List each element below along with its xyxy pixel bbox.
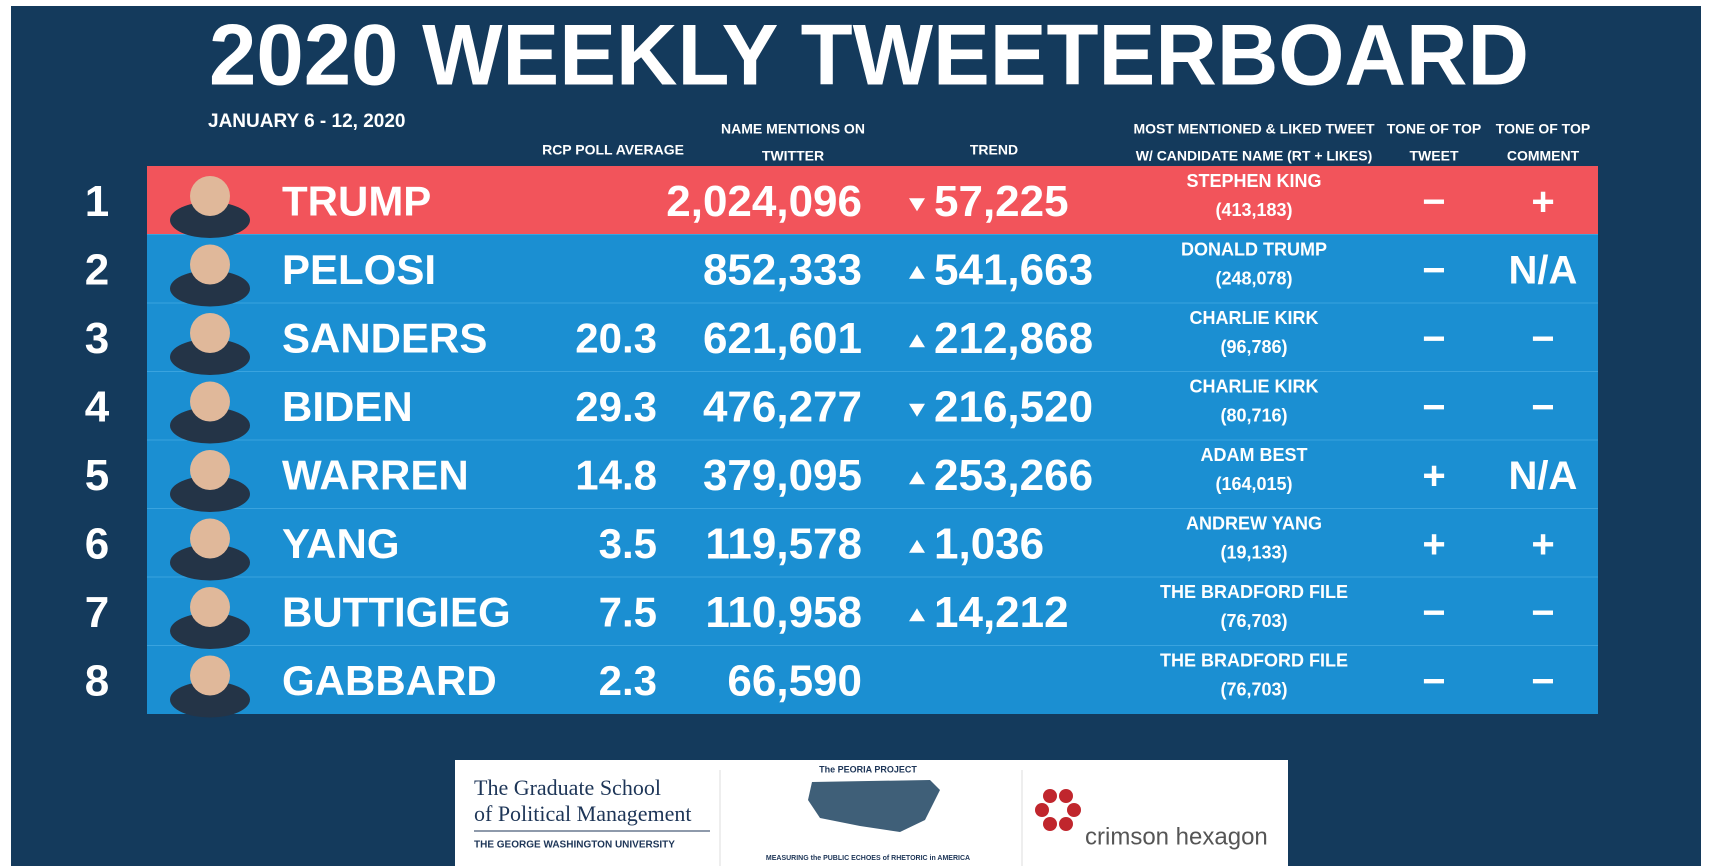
gspm-logo: The Graduate School <box>474 775 661 800</box>
candidate-photo <box>190 245 230 285</box>
tone-tweet: − <box>1422 248 1445 292</box>
candidate-photo <box>190 656 230 696</box>
tweet-count: (96,786) <box>1220 337 1287 357</box>
tweet-count: (248,078) <box>1215 268 1292 288</box>
tone-comment: − <box>1531 317 1554 361</box>
trend-value: 212,868 <box>934 314 1093 363</box>
trend-value: 1,036 <box>934 519 1044 568</box>
candidate-name: BUTTIGIEG <box>282 588 511 635</box>
rank: 6 <box>85 519 109 568</box>
date: JANUARY 6 - 12, 2020 <box>208 111 406 132</box>
candidate-name: YANG <box>282 520 400 567</box>
tone-tweet: + <box>1422 454 1445 498</box>
candidate-name: TRUMP <box>282 177 431 224</box>
candidate-photo <box>190 382 230 422</box>
tone-comment: + <box>1531 180 1554 224</box>
poll-average: 14.8 <box>575 451 657 498</box>
gspm-logo: of Political Management <box>474 801 692 826</box>
candidate-photo <box>190 587 230 627</box>
gwu-logo: THE GEORGE WASHINGTON UNIVERSITY <box>474 840 675 851</box>
rank: 3 <box>85 314 109 363</box>
mentions: 110,958 <box>705 588 862 637</box>
column-header: RCP POLL AVERAGE <box>542 142 684 158</box>
tone-tweet: − <box>1422 385 1445 429</box>
candidate-name: GABBARD <box>282 657 497 704</box>
tweet-author: ANDREW YANG <box>1186 513 1322 533</box>
poll-average: 2.3 <box>599 657 657 704</box>
candidate-photo <box>190 313 230 353</box>
tweet-author: THE BRADFORD FILE <box>1160 582 1348 602</box>
candidate-name: SANDERS <box>282 314 487 361</box>
crimson-logo: crimson hexagon <box>1085 823 1268 850</box>
tweet-count: (164,015) <box>1215 474 1292 494</box>
column-header: TREND <box>970 142 1018 158</box>
column-header: MOST MENTIONED & LIKED TWEET <box>1133 121 1375 137</box>
tweet-count: (76,703) <box>1220 679 1287 699</box>
mentions: 2,024,096 <box>666 177 862 226</box>
tweet-count: (76,703) <box>1220 611 1287 631</box>
trend-value: 253,266 <box>934 451 1093 500</box>
candidate-photo <box>190 176 230 216</box>
tone-comment: − <box>1531 385 1554 429</box>
tweet-author: DONALD TRUMP <box>1181 239 1327 259</box>
mentions: 379,095 <box>703 451 862 500</box>
peoria-logo: The PEORIA PROJECT <box>819 764 917 774</box>
column-header: TWEET <box>1410 148 1459 164</box>
column-header: COMMENT <box>1507 148 1580 164</box>
column-header: TONE OF TOP <box>1387 121 1481 137</box>
tweet-count: (80,716) <box>1220 405 1287 425</box>
tone-tweet: − <box>1422 317 1445 361</box>
trend-value: 216,520 <box>934 382 1093 431</box>
tone-tweet: − <box>1422 591 1445 635</box>
mentions: 66,590 <box>727 656 862 705</box>
tweeterboard: 2020 WEEKLY TWEETERBOARD JANUARY 6 - 12,… <box>0 0 1732 866</box>
rank: 1 <box>85 177 109 226</box>
rank: 8 <box>85 656 109 705</box>
rank: 2 <box>85 245 109 294</box>
mentions: 621,601 <box>703 314 862 363</box>
tone-tweet: − <box>1422 659 1445 703</box>
mentions: 476,277 <box>703 382 862 431</box>
rank: 5 <box>85 451 109 500</box>
poll-average: 3.5 <box>599 520 657 567</box>
tone-comment: − <box>1531 591 1554 635</box>
tweet-author: CHARLIE KIRK <box>1190 376 1319 396</box>
trend-value: 57,225 <box>934 177 1069 226</box>
tweet-author: CHARLIE KIRK <box>1190 308 1319 328</box>
column-header: W/ CANDIDATE NAME (RT + LIKES) <box>1136 148 1373 164</box>
tweet-author: ADAM BEST <box>1201 445 1308 465</box>
rank: 7 <box>85 588 109 637</box>
poll-average: 20.3 <box>575 314 657 361</box>
peoria-tagline: MEASURING the PUBLIC ECHOES of RHETORIC … <box>766 855 970 862</box>
poll-average: 29.3 <box>575 383 657 430</box>
column-header: TWITTER <box>762 148 824 164</box>
tone-comment: + <box>1531 522 1554 566</box>
candidate-photo <box>190 519 230 559</box>
column-header: TONE OF TOP <box>1496 121 1590 137</box>
tone-tweet: + <box>1422 522 1445 566</box>
trend-value: 14,212 <box>934 588 1069 637</box>
rank: 4 <box>85 382 110 431</box>
candidate-name: PELOSI <box>282 246 436 293</box>
candidate-name: BIDEN <box>282 383 413 430</box>
tone-comment: N/A <box>1509 454 1578 498</box>
mentions: 119,578 <box>705 519 862 568</box>
poll-average: 7.5 <box>599 588 657 635</box>
tone-tweet: − <box>1422 180 1445 224</box>
tweet-count: (19,133) <box>1220 542 1287 562</box>
title: 2020 WEEKLY TWEETERBOARD <box>209 8 1529 104</box>
tone-comment: N/A <box>1509 248 1578 292</box>
column-header: NAME MENTIONS ON <box>721 121 865 137</box>
mentions: 852,333 <box>703 245 862 294</box>
trend-value: 541,663 <box>934 245 1093 294</box>
tone-comment: − <box>1531 659 1554 703</box>
tweet-author: STEPHEN KING <box>1186 171 1321 191</box>
candidate-name: WARREN <box>282 451 469 498</box>
tweet-author: THE BRADFORD FILE <box>1160 650 1348 670</box>
candidate-photo <box>190 450 230 490</box>
tweet-count: (413,183) <box>1215 200 1292 220</box>
